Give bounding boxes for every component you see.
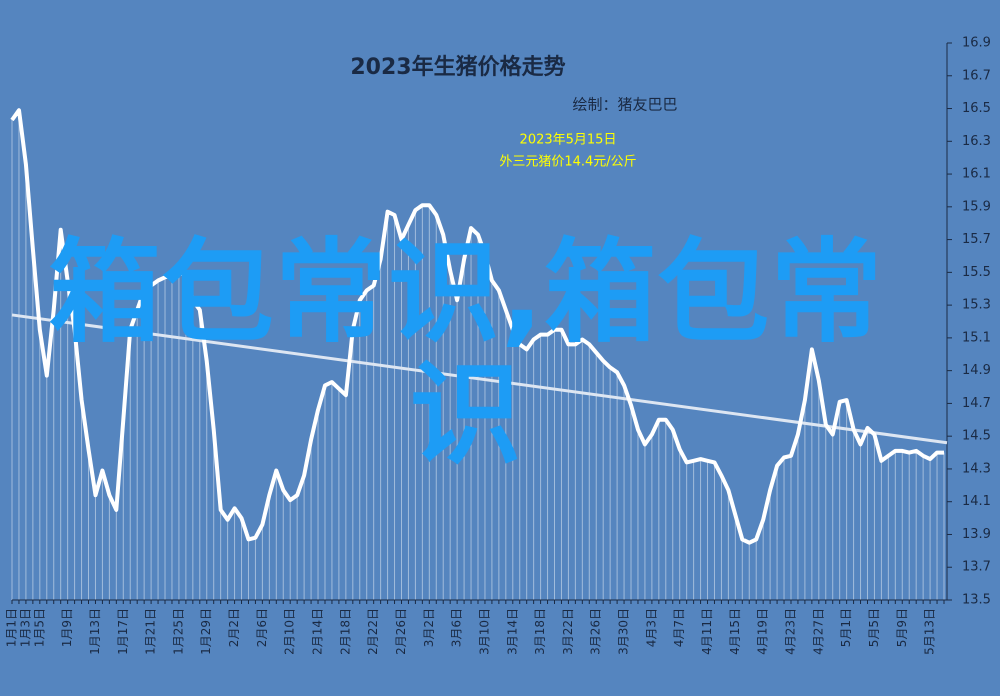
- x-tick-label: 4月7日: [672, 608, 686, 647]
- y-tick-label: 16.9: [962, 36, 991, 51]
- x-tick-label: 3月22日: [561, 608, 575, 655]
- x-tick-label: 1月25日: [171, 608, 185, 655]
- y-tick-label: 15.9: [962, 199, 991, 214]
- x-tick-label: 1月5日: [32, 608, 46, 647]
- x-tick-label: 4月23日: [783, 608, 797, 655]
- y-tick-label: 15.5: [962, 265, 991, 280]
- y-tick-label: 13.7: [962, 560, 991, 575]
- x-tick-label: 2月2日: [227, 608, 241, 647]
- annotation: 2023年5月15日: [520, 133, 617, 148]
- y-tick-label: 14.1: [962, 494, 991, 509]
- y-tick-label: 14.5: [962, 429, 991, 444]
- y-tick-label: 16.1: [962, 167, 991, 182]
- x-tick-label: 4月15日: [728, 608, 742, 655]
- y-tick-label: 14.3: [962, 461, 991, 476]
- x-tick-label: 4月19日: [756, 608, 770, 655]
- y-tick-label: 14.9: [962, 363, 991, 378]
- x-tick-label: 2月26日: [394, 608, 408, 655]
- x-tick-label: 3月10日: [477, 608, 491, 655]
- x-tick-label: 5月9日: [895, 608, 909, 647]
- x-tick-label: 5月13日: [923, 608, 937, 655]
- y-tick-label: 14.7: [962, 396, 991, 411]
- y-tick-label: 16.7: [962, 68, 991, 83]
- x-tick-label: 4月11日: [700, 608, 714, 655]
- x-tick-label: 2月18日: [338, 608, 352, 655]
- y-tick-label: 13.5: [962, 593, 991, 608]
- y-tick-label: 15.1: [962, 330, 991, 345]
- x-tick-label: 1月21日: [144, 608, 158, 655]
- y-tick-label: 13.9: [962, 527, 991, 542]
- watermark: 箱包常识,箱包常识: [48, 228, 884, 480]
- x-tick-label: 1月3日: [18, 608, 32, 647]
- x-tick-label: 3月26日: [589, 608, 603, 655]
- y-tick-label: 15.7: [962, 232, 991, 247]
- x-tick-label: 2月10日: [283, 608, 297, 655]
- x-tick-label: 5月5日: [867, 608, 881, 647]
- x-tick-label: 2月6日: [255, 608, 269, 647]
- price-line: [10, 108, 944, 545]
- x-tick-label: 3月6日: [450, 608, 464, 647]
- x-tick-label: 2月22日: [366, 608, 380, 655]
- x-tick-label: 1月29日: [199, 608, 213, 655]
- chart-title: 2023年生猪价格走势: [350, 54, 565, 80]
- x-tick-label: 1月9日: [60, 608, 74, 647]
- plot: 13.5 13.7 13.9 14.1 14.3 14.5 14.7 14.9 15.1 15.3…: [5, 36, 991, 655]
- x-tick-label: 4月3日: [644, 608, 658, 647]
- x-tick-label: 4月27日: [811, 608, 825, 655]
- y-tick-label: 16.3: [962, 134, 991, 149]
- y-tick-label: 15.3: [962, 298, 991, 313]
- x-tick-label: 5月1日: [839, 608, 853, 647]
- y-tick-label: 16.5: [962, 101, 991, 116]
- x-tick-label: 1月1日: [5, 608, 19, 647]
- x-tick-label: 3月18日: [533, 608, 547, 655]
- x-tick-label: 3月2日: [422, 608, 436, 647]
- x-tick-label: 3月14日: [505, 608, 519, 655]
- x-tick-label: 2月14日: [311, 608, 325, 655]
- x-tick-label: 3月30日: [617, 608, 631, 655]
- trend-line: [11, 313, 948, 445]
- chart-subtitle: 绘制：猪友巴巴: [572, 96, 677, 114]
- x-tick-label: 1月13日: [88, 608, 102, 655]
- annotation: 外三元猪价14.4元/公斤: [499, 155, 636, 170]
- x-tick-label: 1月17日: [116, 608, 130, 655]
